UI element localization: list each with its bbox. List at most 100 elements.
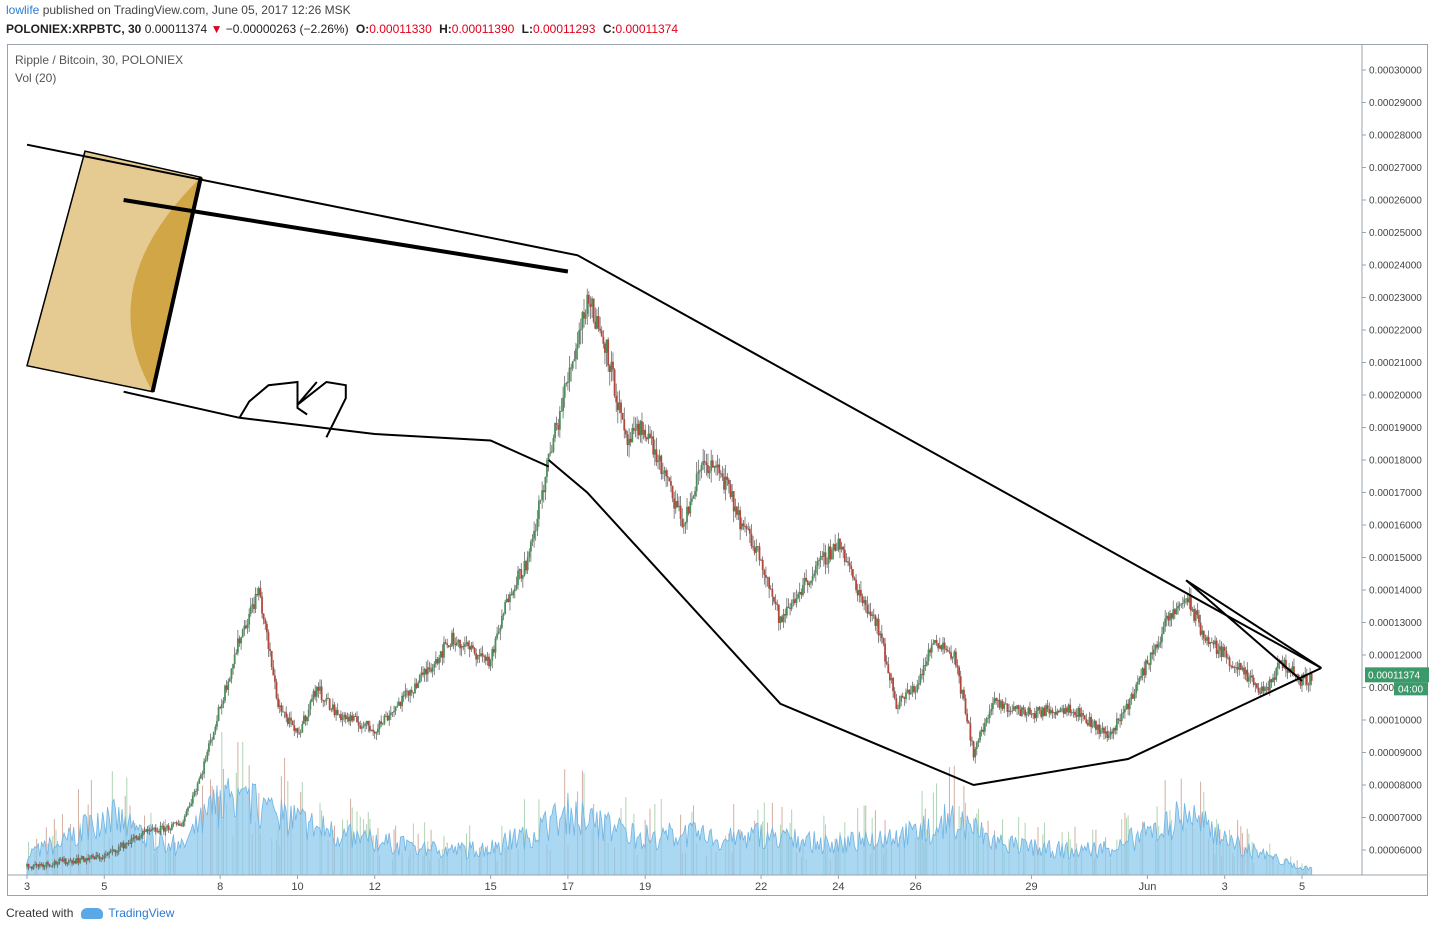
candle-487	[810, 580, 812, 589]
candle-body-176	[309, 701, 312, 710]
candle-body-120	[219, 707, 222, 709]
candle-764	[1256, 683, 1258, 690]
candle-body-737	[1212, 642, 1215, 645]
time-tick-label-1: 5	[101, 881, 107, 893]
candle-427	[713, 465, 716, 473]
candle-230	[396, 701, 399, 709]
candle-body-249	[426, 667, 429, 675]
candle-body-165	[291, 720, 294, 726]
candle-body-761	[1251, 675, 1253, 678]
candle-51	[108, 850, 111, 859]
price-tick-label-2: 0.00008000	[1369, 781, 1422, 792]
candle-body-734	[1207, 637, 1210, 645]
candle-765	[1257, 682, 1260, 696]
chart-frame[interactable]	[7, 44, 1428, 896]
series-legend[interactable]: Ripple / Bitcoin, 30, POLONIEX	[15, 53, 184, 67]
candle-212	[367, 720, 370, 733]
candle-255	[436, 656, 439, 666]
candle-body-471	[784, 614, 787, 616]
candle-296	[502, 612, 505, 621]
candle-738	[1214, 635, 1216, 648]
candle-690	[1136, 675, 1139, 692]
candle-750	[1233, 665, 1236, 674]
candle-body-353	[594, 321, 597, 329]
candle-body-481	[800, 591, 803, 596]
candle-body-653	[1077, 707, 1080, 717]
candle-363	[610, 351, 613, 382]
candle-735	[1209, 641, 1212, 652]
candle-body-77	[150, 830, 152, 831]
candle-629	[1038, 705, 1041, 715]
tradingview-brand[interactable]: TradingView	[81, 906, 174, 920]
candle-610	[1008, 703, 1010, 717]
candle-760	[1249, 670, 1252, 684]
candle-body-505	[839, 538, 841, 550]
candle-124	[225, 680, 228, 693]
candle-48	[103, 852, 106, 862]
candle-694	[1143, 661, 1146, 683]
candle-body-776	[1275, 668, 1278, 680]
candle-29	[72, 857, 75, 865]
author-link[interactable]: lowlife	[6, 3, 40, 17]
candle-156	[277, 693, 280, 710]
candle-631	[1041, 706, 1044, 721]
candle-185	[323, 699, 326, 707]
candle-body-665	[1096, 724, 1099, 730]
volume-legend[interactable]: Vol (20)	[15, 71, 57, 85]
candle-body-680	[1120, 713, 1123, 722]
upper-trendline	[26, 143, 1322, 669]
candle-body-795	[1305, 674, 1308, 685]
candle-246	[422, 666, 424, 678]
candle-body-422	[705, 462, 708, 466]
candle-body-459	[765, 575, 767, 578]
candle-78	[151, 824, 154, 831]
candle-110	[203, 757, 205, 779]
candle-body-192	[335, 709, 337, 716]
candle-body-658	[1085, 718, 1088, 724]
candle-495	[822, 543, 825, 567]
candle-105	[195, 788, 197, 797]
candle-body-544	[901, 696, 904, 698]
candle-745	[1225, 646, 1228, 664]
candle-body-627	[1035, 710, 1038, 719]
candle-385	[645, 436, 648, 442]
candle-216	[373, 730, 376, 739]
candle-507	[842, 545, 845, 559]
candle-body-300	[509, 594, 511, 603]
quote-bar: POLONIEX:XRPBTC, 30 0.00011374 ▼ −0.0000…	[6, 22, 678, 36]
candle-705	[1161, 626, 1163, 649]
candle-body-763	[1254, 683, 1257, 685]
candle-body-556	[921, 674, 923, 676]
candle-112	[206, 749, 209, 762]
lower-trendline-inner	[1185, 579, 1303, 682]
candle-body-122	[222, 700, 225, 705]
candle-155	[275, 678, 278, 700]
candle-body-641	[1058, 710, 1060, 713]
candle-body-108	[199, 774, 202, 779]
candle-425	[710, 449, 713, 483]
candle-768	[1262, 681, 1265, 696]
candle-body-359	[604, 343, 606, 353]
candle-28	[71, 859, 73, 867]
candle-244	[418, 673, 421, 684]
candle-677	[1115, 712, 1118, 735]
symbol-label[interactable]: POLONIEX:XRPBTC, 30	[6, 22, 142, 36]
candle-body-595	[983, 722, 986, 732]
candle-body-707	[1164, 618, 1167, 627]
candle-332	[560, 398, 563, 412]
candle-497	[826, 557, 828, 569]
candle-557	[922, 658, 925, 683]
candle-body-606	[1001, 701, 1004, 709]
candle-body-137	[246, 624, 249, 629]
candle-body-482	[802, 585, 804, 596]
candle-397	[665, 467, 668, 488]
price-tick-label-19: 0.00025000	[1369, 228, 1422, 239]
candle-672	[1107, 730, 1110, 741]
candle-560	[927, 643, 930, 666]
candle-482	[802, 577, 804, 597]
candle-91	[172, 821, 175, 828]
candle-body-189	[330, 709, 333, 711]
tradingview-brand-label[interactable]: TradingView	[108, 906, 175, 920]
candle-17	[53, 859, 56, 869]
